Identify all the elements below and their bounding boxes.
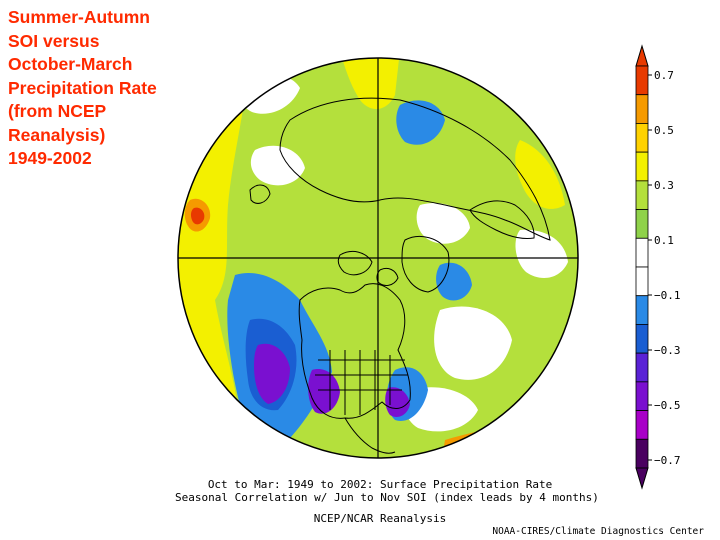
colorbar-tick-label: 0.5 (654, 124, 674, 137)
colorbar-swatch (635, 151, 649, 182)
colorbar-tick-label: −0.7 (654, 454, 681, 467)
caption-line-3: NCEP/NCAR Reanalysis (313, 512, 447, 525)
region-negative-purple-pacific (254, 343, 290, 404)
colorbar-swatch (635, 410, 649, 440)
colorbar-swatch (635, 237, 649, 268)
region-neutral-6 (515, 229, 568, 278)
colorbar-swatch (635, 123, 649, 153)
colorbar-swatch (635, 381, 649, 411)
colorbar-swatch (635, 266, 649, 297)
colorbar-swatch (635, 324, 649, 354)
title-line-2: SOI versus (8, 30, 100, 51)
region-negative-blue-north (396, 100, 445, 145)
region-strong-positive (190, 207, 205, 225)
region-positive-yellow-east (515, 140, 565, 209)
caption-line-1: Oct to Mar: 1949 to 2002: Surface Precip… (207, 478, 553, 491)
colorbar-bottom-arrow (635, 467, 649, 490)
coastlines (249, 97, 551, 454)
colorbar-swatch (635, 209, 649, 239)
title-line-3: October-March (8, 54, 133, 74)
title-line-5: (from NCEP (8, 101, 107, 121)
coastline-europe (469, 200, 535, 239)
colorbar-tick-label: −0.5 (654, 399, 681, 412)
title-line-6: Reanalysis) (8, 124, 106, 145)
colorbar-tick-label: 0.3 (654, 179, 674, 192)
region-negative-purple-southeast (385, 387, 410, 417)
region-neutral-2 (250, 145, 305, 186)
map-boundary (177, 57, 579, 459)
colorbar-swatch (635, 352, 649, 383)
coastline-greenland (401, 236, 450, 293)
us-state-grid (315, 350, 408, 415)
region-neutral-4 (434, 306, 512, 380)
colorbar-top-arrow (635, 44, 649, 67)
caption-line-2: Seasonal Correlation w/ Jun to Nov SOI (… (175, 491, 599, 504)
colorbar-tick-label: −0.1 (654, 289, 681, 302)
region-negative-blue-east (436, 262, 472, 301)
region-negative-purple-west-coast (308, 369, 340, 414)
title-line-1: Summer-Autumn (8, 7, 150, 27)
coastline-north-america (298, 283, 411, 419)
colorbar-swatch (635, 94, 649, 124)
colorbar-ticks: 0.7 0.5 0.3 0.1 −0.1 −0.3 −0.5 −0.7 (648, 69, 681, 467)
credit-text: NOAA-CIRES/Climate Diagnostics Center (492, 526, 704, 537)
coastline-eurasia (279, 97, 551, 241)
title-line-4: Precipitation Rate (8, 77, 157, 98)
coastline-japan (249, 184, 271, 204)
colorbar-swatches (635, 44, 649, 490)
colorbar-swatch (635, 438, 649, 469)
colorbar-tick-label: 0.1 (654, 234, 674, 247)
region-positive-yellow-north (340, 58, 400, 109)
colorbar-tick-label: −0.3 (654, 344, 681, 357)
coastline-central-america (344, 417, 396, 454)
coastline-arctic-islands (337, 251, 399, 286)
colorbar-swatch (635, 65, 649, 96)
region-neutral-3 (416, 202, 470, 244)
colorbar-swatch (635, 180, 649, 210)
colorbar-tick-label: 0.7 (654, 69, 674, 82)
title-line-7: 1949-2002 (8, 148, 92, 168)
map-title: Summer-Autumn SOI versus October-March P… (8, 6, 198, 171)
colorbar-swatch (635, 295, 649, 325)
